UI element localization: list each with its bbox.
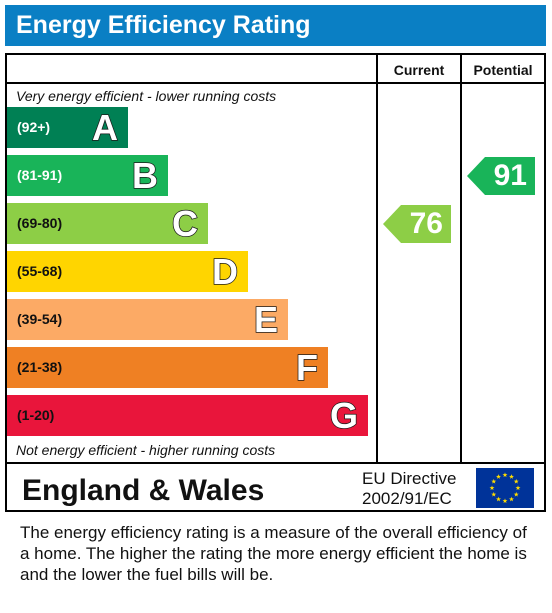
band-letter: D	[211, 250, 239, 293]
description-text: The energy efficiency rating is a measur…	[20, 523, 527, 584]
band-range-label: (39-54)	[17, 311, 63, 327]
band-b: (81-91) B	[7, 154, 168, 197]
band-a: (92+) A	[7, 106, 128, 149]
current-column-header: Current	[393, 62, 445, 78]
band-range-label: (92+)	[17, 119, 51, 135]
band-range-label: (81-91)	[17, 167, 63, 183]
band-e: (39-54) E	[7, 298, 288, 341]
band-letter: E	[253, 298, 279, 341]
band-letter: F	[295, 346, 319, 389]
band-range-label: (1-20)	[17, 407, 55, 423]
band-range-label: (55-68)	[17, 263, 63, 279]
band-range-label: (69-80)	[17, 215, 63, 231]
band-d: (55-68) D	[7, 250, 248, 293]
directive-line-2: 2002/91/EC	[362, 489, 452, 508]
eu-flag-icon	[476, 468, 534, 508]
current-rating-arrow: 76	[383, 204, 451, 243]
current-rating-value: 76	[409, 206, 443, 240]
header-divider	[7, 82, 544, 84]
band-letter: B	[131, 154, 159, 197]
footer-divider	[7, 462, 544, 464]
band-f: (21-38) F	[7, 346, 328, 389]
potential-rating-value: 91	[493, 158, 527, 192]
band-c: (69-80) C	[7, 202, 208, 245]
band-g: (1-20) G	[7, 394, 368, 437]
potential-rating-arrow: 91	[467, 156, 535, 195]
bottom-caption: Not energy efficient - higher running co…	[16, 442, 276, 458]
band-range-label: (21-38)	[17, 359, 63, 375]
country-label: England & Wales	[22, 474, 265, 507]
band-letter: A	[91, 106, 119, 149]
potential-column-header: Potential	[473, 62, 533, 78]
top-caption: Very energy efficient - lower running co…	[16, 88, 277, 104]
current-column-divider	[376, 55, 378, 463]
band-letter: C	[171, 202, 199, 245]
directive-line-1: EU Directive	[362, 469, 457, 488]
potential-column-divider	[460, 55, 462, 463]
band-letter: G	[329, 394, 359, 437]
chart-title: Energy Efficiency Rating	[5, 5, 546, 46]
rating-table	[5, 53, 546, 512]
eu-directive: EU Directive 2002/91/EC	[362, 469, 456, 509]
